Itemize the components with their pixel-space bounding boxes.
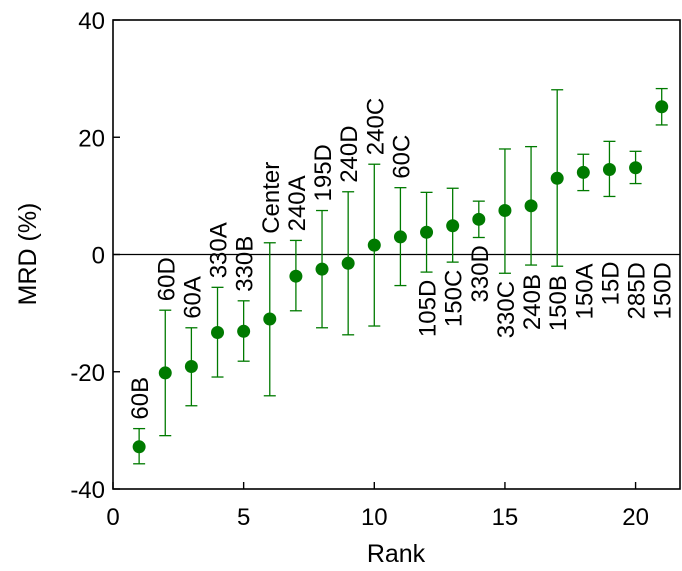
data-point <box>446 219 460 233</box>
point-label: 195D <box>310 144 337 201</box>
data-point <box>132 440 146 454</box>
point-label: 60C <box>388 135 415 179</box>
x-tick-label: 15 <box>492 504 519 531</box>
data-point <box>289 269 303 283</box>
point-label: 150A <box>571 263 598 319</box>
data-point <box>550 171 564 185</box>
point-label: Center <box>258 162 285 234</box>
data-point <box>184 359 198 373</box>
point-label: 150D <box>650 262 677 319</box>
point-label: 60A <box>179 276 206 319</box>
x-axis-label: Rank <box>367 540 426 568</box>
point-label: 240A <box>284 175 311 231</box>
y-tick-label: -40 <box>70 477 105 504</box>
data-point <box>472 212 486 226</box>
point-label: 105D <box>415 280 442 337</box>
data-point <box>211 325 225 339</box>
point-label: 60B <box>127 377 154 420</box>
data-point <box>158 366 172 380</box>
point-label: 285D <box>624 262 651 319</box>
data-point <box>655 100 669 114</box>
point-label: 240D <box>336 125 363 182</box>
data-point <box>420 225 434 239</box>
point-label: 150C <box>441 270 468 327</box>
data-point <box>602 162 616 176</box>
data-point <box>237 324 251 338</box>
y-tick-label: -20 <box>70 360 105 387</box>
point-label: 330A <box>206 222 233 278</box>
y-tick-label: 0 <box>92 243 105 270</box>
data-point <box>341 256 355 270</box>
x-tick-label: 10 <box>361 504 388 531</box>
x-tick-label: 5 <box>237 504 250 531</box>
point-label: 240C <box>362 98 389 155</box>
point-label: 330B <box>232 236 259 292</box>
y-tick-label: 40 <box>78 8 105 35</box>
data-point <box>576 165 590 179</box>
point-label: 240B <box>519 274 546 330</box>
y-tick-label: 20 <box>78 125 105 152</box>
data-point <box>498 204 512 218</box>
point-label: 60D <box>153 257 180 301</box>
data-point <box>524 199 538 213</box>
x-tick-label: 20 <box>622 504 649 531</box>
point-label: 330C <box>493 281 520 338</box>
point-label: 150B <box>545 275 572 331</box>
x-tick-label: 0 <box>106 504 119 531</box>
data-point <box>263 312 277 326</box>
data-point <box>629 161 643 175</box>
data-point <box>367 238 381 252</box>
y-axis-label: MRD (%) <box>14 203 42 306</box>
data-point <box>315 262 329 276</box>
point-label: 15D <box>598 261 625 305</box>
point-label: 330D <box>467 245 494 302</box>
data-point <box>393 230 407 244</box>
